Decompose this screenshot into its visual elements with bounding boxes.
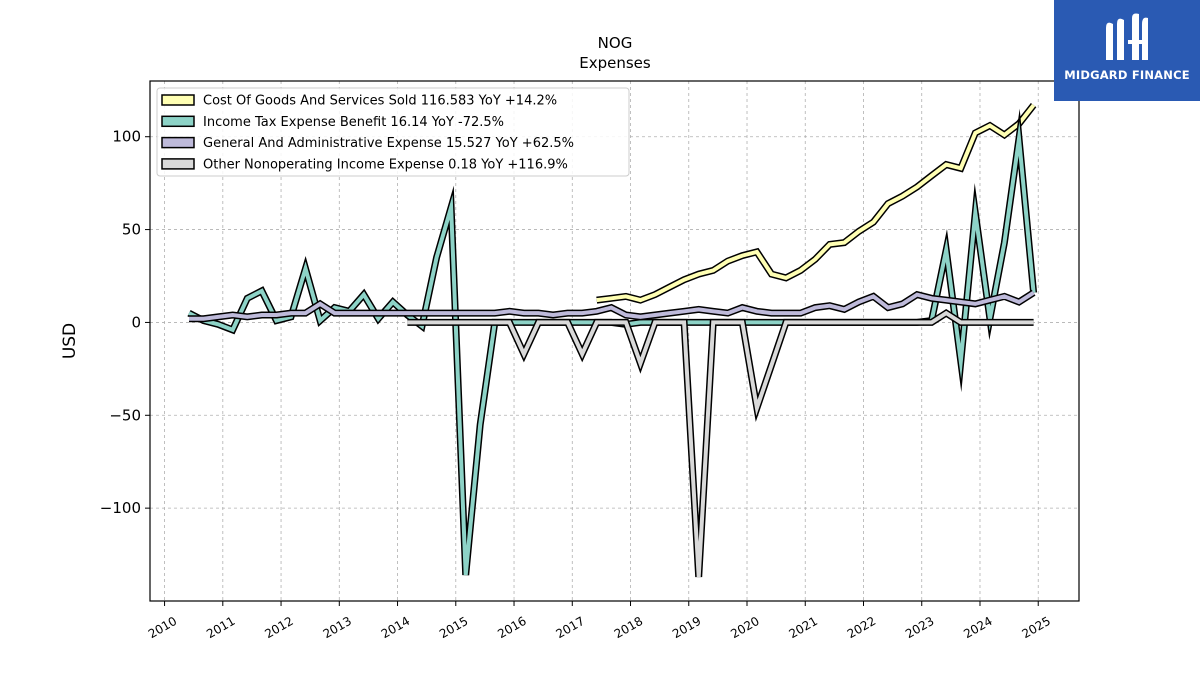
legend-box xyxy=(156,87,630,177)
series-outline xyxy=(407,308,1034,578)
x-tick-label: 2021 xyxy=(787,614,820,641)
x-tick-label: 2019 xyxy=(670,614,703,641)
legend-entry: Other Nonoperating Income Expense 0.18 Y… xyxy=(203,157,568,172)
brand-logo-text: MIDGARD FINANCE xyxy=(1064,68,1190,82)
series-line-2 xyxy=(189,289,1036,323)
x-tick-label: 2023 xyxy=(903,614,936,641)
y-axis-label: USD xyxy=(60,323,80,359)
series-stroke xyxy=(188,121,1036,576)
axis-ticks: 2010 2011 2012 2013 2014 2015 2016 2017 2018 2019… xyxy=(100,128,1053,642)
series-lines xyxy=(187,102,1038,578)
legend: Cost Of Goods And Services Sold 116.583 … xyxy=(156,87,630,177)
y-tick-label: −100 xyxy=(100,499,141,517)
series-line-0 xyxy=(596,102,1037,304)
x-tick-label: 2014 xyxy=(379,614,412,641)
x-tick-label: 2024 xyxy=(961,614,994,641)
x-tick-label: 2010 xyxy=(146,614,179,641)
legend-entry: General And Administrative Expense 15.52… xyxy=(203,136,574,151)
x-tick-label: 2016 xyxy=(495,614,528,641)
legend-swatch xyxy=(161,94,195,106)
plot-area xyxy=(149,80,1080,602)
y-tick-label: 100 xyxy=(112,128,141,146)
midgard-logo-icon xyxy=(1106,13,1148,61)
legend-swatch xyxy=(161,136,195,149)
x-tick-label: 2022 xyxy=(845,614,878,641)
legend-entry: Income Tax Expense Benefit 16.14 YoY -72… xyxy=(203,115,504,130)
x-tick-label: 2025 xyxy=(1020,614,1053,641)
x-tick-label: 2013 xyxy=(321,614,354,641)
x-tick-label: 2011 xyxy=(204,614,237,641)
chart-subtitle: Expenses xyxy=(579,54,651,72)
legend-swatch xyxy=(161,158,195,170)
y-tick-label: −50 xyxy=(109,406,141,424)
legend-swatch xyxy=(161,115,195,128)
series-stroke xyxy=(189,291,1035,321)
x-tick-label: 2012 xyxy=(262,614,295,641)
y-tick-label: 0 xyxy=(131,313,141,331)
series-line-3 xyxy=(407,308,1034,578)
series-line-1 xyxy=(187,108,1038,576)
x-tick-label: 2020 xyxy=(728,614,761,641)
y-tick-label: 50 xyxy=(122,221,141,239)
x-tick-label: 2015 xyxy=(437,614,470,641)
series-stroke xyxy=(596,103,1036,303)
x-tick-label: 2017 xyxy=(554,614,587,641)
x-tick-label: 2018 xyxy=(612,614,645,641)
brand-logo: MIDGARD FINANCE xyxy=(1054,0,1200,101)
chart-title: NOG xyxy=(598,34,633,52)
series-stroke xyxy=(407,310,1034,578)
series-outline xyxy=(187,108,1038,576)
legend-entry: Cost Of Goods And Services Sold 116.583 … xyxy=(203,94,557,109)
